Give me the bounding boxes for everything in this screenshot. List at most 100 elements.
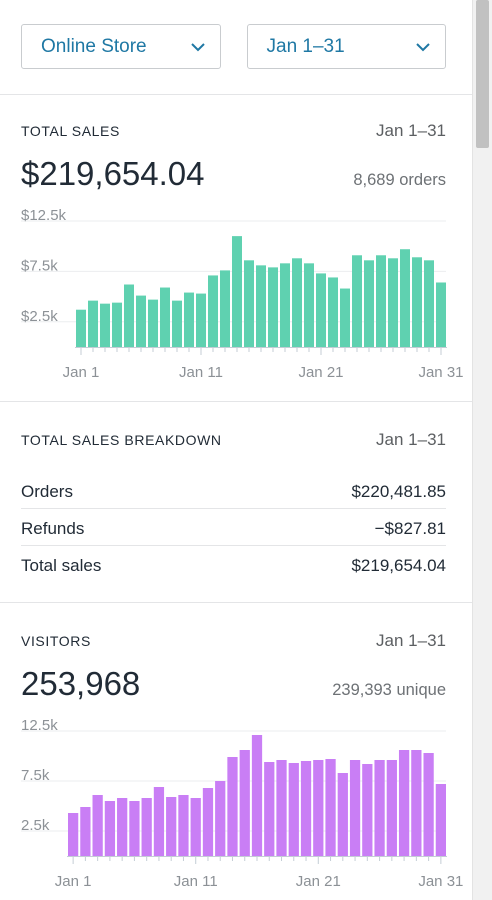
chart-bar[interactable] — [129, 801, 140, 856]
sales-breakdown-card: TOTAL SALES BREAKDOWN Jan 1–31 Orders $2… — [0, 402, 472, 602]
total-sales-value: $219,654.04 — [21, 155, 205, 192]
chart-bar[interactable] — [300, 761, 312, 856]
chart-bar[interactable] — [352, 255, 362, 347]
total-sales-header: TOTAL SALES Jan 1–31 — [21, 121, 446, 141]
chart-bar[interactable] — [400, 249, 410, 347]
chart-bar[interactable] — [256, 265, 266, 347]
chart-bar[interactable] — [436, 282, 446, 347]
chart-bar[interactable] — [232, 236, 242, 347]
chart-bar[interactable] — [328, 277, 338, 347]
chart-bar[interactable] — [117, 798, 128, 856]
x-tick-label: Jan 1 — [63, 364, 100, 381]
chart-bar[interactable] — [340, 288, 350, 347]
chart-bar[interactable] — [166, 797, 177, 856]
chart-bar[interactable] — [349, 760, 361, 856]
chart-bar[interactable] — [244, 260, 254, 347]
y-tick-label: $7.5k — [21, 257, 58, 274]
total-sales-range: Jan 1–31 — [376, 121, 446, 140]
total-sales-title: TOTAL SALES — [21, 123, 120, 139]
visitors-card[interactable]: VISITORS Jan 1–31 253,968 239,393 unique… — [0, 603, 472, 900]
y-tick-label: 2.5k — [21, 817, 50, 834]
y-tick-label: 12.5k — [21, 719, 58, 734]
visitors-chart[interactable]: 2.5k 7.5k 12.5k Jan 1 Jan 11 Jan 21 Jan 31 — [0, 719, 472, 900]
y-tick-label: 7.5k — [21, 767, 50, 784]
chart-bar[interactable] — [141, 798, 152, 856]
chart-bar[interactable] — [220, 270, 230, 347]
total-sales-chart[interactable]: $2.5k $7.5k $12.5k Jan 1 Jan 11 Jan 21 Jan 31 — [0, 207, 472, 382]
chart-bar[interactable] — [313, 760, 324, 856]
chart-bar[interactable] — [215, 781, 226, 856]
chart-bar[interactable] — [202, 788, 214, 856]
chart-bar[interactable] — [68, 813, 79, 856]
chart-bar[interactable] — [374, 760, 385, 856]
chart-bar[interactable] — [80, 807, 91, 856]
total-sales-card[interactable]: TOTAL SALES Jan 1–31 $219,654.04 8,689 o… — [0, 95, 472, 401]
scrollbar[interactable] — [472, 0, 492, 900]
x-tick-label: Jan 31 — [418, 364, 463, 381]
x-tick-label: Jan 1 — [55, 873, 92, 890]
chart-bar[interactable] — [184, 292, 194, 347]
chart-bar[interactable] — [316, 273, 326, 347]
chart-bar[interactable] — [435, 784, 446, 856]
filter-bar: Online Store Jan 1–31 — [0, 0, 472, 69]
chart-bar[interactable] — [208, 275, 218, 347]
chart-bar[interactable] — [364, 260, 374, 347]
chart-bar[interactable] — [112, 302, 122, 347]
breakdown-label: Total sales — [21, 556, 102, 575]
visitors-unique: 239,393 unique — [332, 681, 446, 699]
chart-bar[interactable] — [411, 750, 422, 856]
breakdown-value: −$827.81 — [374, 519, 446, 538]
chart-bar[interactable] — [398, 750, 410, 856]
chart-bar[interactable] — [362, 764, 373, 856]
chart-bar[interactable] — [276, 760, 287, 856]
chart-bar[interactable] — [325, 759, 336, 856]
chart-bar[interactable] — [88, 300, 98, 347]
chart-bar[interactable] — [92, 795, 103, 856]
breakdown-value: $220,481.85 — [351, 482, 446, 501]
chart-bar[interactable] — [424, 260, 434, 347]
chart-bar[interactable] — [148, 299, 158, 347]
breakdown-value: $219,654.04 — [351, 556, 446, 575]
breakdown-row-total: Total sales $219,654.04 — [21, 556, 446, 576]
breakdown-label: Orders — [21, 482, 73, 501]
chart-bar[interactable] — [264, 762, 275, 856]
chart-bar[interactable] — [172, 300, 182, 347]
chart-bar[interactable] — [288, 763, 299, 856]
chart-bar[interactable] — [268, 267, 278, 347]
visitors-summary: 253,968 239,393 unique — [21, 665, 446, 703]
chart-bar[interactable] — [292, 258, 302, 347]
chart-bar[interactable] — [337, 773, 348, 856]
chart-bar[interactable] — [76, 309, 86, 347]
chart-bar[interactable] — [280, 263, 290, 347]
chart-bar[interactable] — [104, 801, 116, 856]
chart-bar[interactable] — [376, 255, 386, 347]
chevron-down-icon — [190, 42, 205, 51]
chart-bar[interactable] — [136, 295, 146, 347]
date-range-select[interactable]: Jan 1–31 — [246, 24, 446, 69]
chart-bar[interactable] — [239, 750, 250, 856]
chart-bar[interactable] — [124, 284, 134, 347]
chart-bar[interactable] — [412, 257, 422, 347]
chart-bar[interactable] — [251, 735, 263, 856]
chart-bar[interactable] — [160, 287, 170, 347]
chart-bar[interactable] — [178, 795, 189, 856]
breakdown-title: TOTAL SALES BREAKDOWN — [21, 432, 222, 448]
chart-bar[interactable] — [304, 263, 314, 347]
chart-bar[interactable] — [227, 757, 238, 856]
row-divider — [21, 508, 446, 509]
y-tick-label: $2.5k — [21, 308, 58, 325]
breakdown-header: TOTAL SALES BREAKDOWN Jan 1–31 — [21, 430, 446, 450]
chart-bar[interactable] — [423, 753, 434, 856]
y-tick-label: $12.5k — [21, 207, 67, 224]
breakdown-label: Refunds — [21, 519, 85, 538]
chart-bar[interactable] — [386, 760, 397, 856]
scrollbar-thumb[interactable] — [476, 0, 489, 148]
chart-bar[interactable] — [153, 787, 165, 856]
store-select[interactable]: Online Store — [21, 24, 221, 69]
chart-bar[interactable] — [196, 293, 206, 347]
chart-bar[interactable] — [388, 258, 398, 347]
store-select-label: Online Store — [41, 35, 147, 57]
row-divider — [21, 545, 446, 546]
chart-bar[interactable] — [190, 798, 201, 856]
chart-bar[interactable] — [100, 303, 110, 347]
